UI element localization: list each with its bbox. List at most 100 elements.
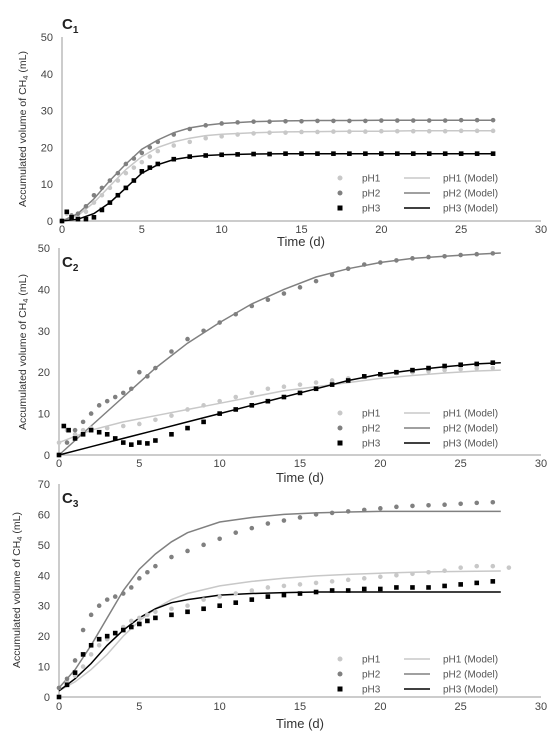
data-point-ph1 [129, 618, 134, 624]
data-point-ph2 [313, 512, 319, 517]
data-point-ph3 [112, 436, 118, 441]
data-point-ph2 [265, 297, 271, 303]
data-point-ph2 [72, 427, 78, 433]
x-tick-label: 20 [374, 701, 386, 713]
y-tick-label: 20 [38, 631, 50, 643]
data-point-ph2 [56, 685, 62, 691]
data-point-ph3 [426, 585, 431, 590]
data-point-ph2 [147, 145, 153, 150]
data-point-ph3 [203, 153, 208, 158]
data-point-ph1 [490, 563, 496, 569]
data-point-ph3 [64, 209, 70, 215]
data-point-ph2 [379, 118, 384, 123]
legend-label-ph1-model: pH1 (Model) [443, 655, 498, 666]
data-point-ph2 [145, 569, 150, 575]
data-point-ph2 [120, 591, 126, 596]
data-point-ph3 [137, 440, 142, 445]
data-point-ph1 [297, 382, 303, 387]
data-point-ph2 [347, 118, 352, 124]
data-point-ph2 [169, 349, 174, 354]
x-axis-label: Time (d) [276, 470, 324, 485]
data-point-ph2 [120, 390, 126, 396]
data-point-ph3 [155, 161, 161, 167]
data-point-ph2 [458, 252, 463, 258]
x-tick-label: 20 [375, 224, 387, 236]
data-point-ph2 [458, 501, 463, 507]
data-point-ph2 [185, 336, 190, 342]
data-point-ph2 [99, 185, 105, 191]
y-tick-label: 20 [41, 142, 53, 154]
data-point-ph2 [426, 118, 432, 123]
data-point-ph2 [80, 627, 86, 633]
data-point-ph2 [137, 369, 142, 375]
data-point-ph3 [80, 652, 86, 657]
x-tick-label: 30 [535, 224, 547, 236]
series-line-ph2-model [58, 510, 501, 689]
data-point-ph3 [265, 594, 271, 599]
data-point-ph1 [299, 129, 304, 135]
series-line-ph1-model [61, 130, 494, 222]
data-point-ph3 [72, 670, 78, 675]
data-point-ph3 [201, 606, 206, 612]
data-point-ph1 [137, 615, 142, 621]
data-point-ph3 [474, 151, 480, 156]
x-tick-label: 15 [294, 701, 306, 713]
data-point-ph3 [139, 169, 145, 174]
y-tick-label: 30 [38, 326, 50, 338]
data-point-ph2 [83, 203, 89, 209]
data-point-ph2 [361, 262, 367, 267]
x-tick-label: 20 [374, 458, 386, 470]
chart-panel-c3: C3 Accumulated volume of CH4 (mL) Time (… [11, 479, 547, 731]
x-tick-label: 5 [139, 224, 145, 236]
data-point-ph3 [185, 609, 190, 615]
data-point-ph3 [313, 386, 319, 392]
data-point-ph2 [395, 118, 400, 123]
data-point-ph1 [458, 565, 463, 570]
y-tick-label: 0 [47, 216, 53, 228]
data-point-ph3 [145, 441, 150, 446]
data-point-ph1 [169, 606, 174, 612]
data-point-ph2 [313, 278, 319, 284]
legend-marker-ph1 [337, 656, 343, 662]
data-point-ph1 [185, 407, 190, 412]
data-point-ph1 [281, 583, 287, 589]
data-point-ph3 [490, 360, 496, 365]
data-point-ph3 [458, 582, 463, 587]
y-tick-label: 10 [38, 662, 50, 674]
data-point-ph1 [120, 423, 126, 429]
data-point-ph3 [64, 682, 70, 688]
data-point-ph2 [153, 563, 158, 569]
data-point-ph3 [187, 154, 193, 159]
data-point-ph3 [69, 215, 74, 220]
data-point-ph3 [410, 367, 415, 373]
data-point-ph1 [474, 128, 480, 134]
legend: pH1 pH2 pH3 pH1 (Model) pH2 (Model) pH3 (Mode… [337, 174, 498, 215]
data-point-ph1 [217, 594, 222, 599]
data-point-ph2 [474, 500, 480, 506]
legend-marker-ph3 [337, 686, 343, 692]
data-point-ph1 [426, 569, 431, 575]
data-point-ph1 [145, 612, 150, 618]
data-point-ph2 [345, 509, 351, 514]
x-tick-label: 10 [216, 224, 228, 236]
data-point-ph3 [120, 440, 126, 445]
data-point-ph2 [281, 518, 287, 523]
data-point-ph1 [458, 367, 463, 372]
data-point-ph2 [442, 502, 447, 507]
data-point-ph2 [203, 123, 208, 128]
data-point-ph1 [91, 200, 97, 205]
data-point-ph1 [171, 143, 177, 148]
data-point-ph2 [112, 394, 118, 400]
x-tick-label: 0 [59, 224, 65, 236]
data-point-ph1 [139, 159, 145, 165]
data-point-ph1 [281, 384, 287, 389]
data-point-ph2 [153, 365, 158, 371]
x-tick-label: 30 [535, 701, 547, 713]
legend-label-ph2: pH2 [362, 424, 381, 435]
data-point-ph1 [442, 367, 447, 373]
ticks-group: 0 5 10 15 20 25 30 0 10 20 30 40 50 [41, 32, 547, 236]
data-point-ph3 [219, 152, 224, 158]
data-point-ph3 [347, 151, 352, 156]
x-axis-label: Time (d) [276, 716, 324, 731]
data-point-ph2 [75, 211, 81, 216]
